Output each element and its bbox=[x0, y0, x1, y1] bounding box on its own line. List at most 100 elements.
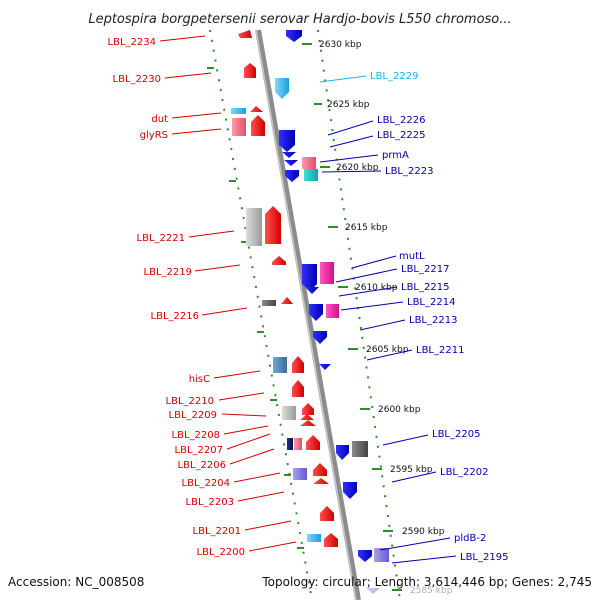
gene-forward[interactable] bbox=[292, 380, 304, 397]
gene-label[interactable]: mutL bbox=[399, 251, 425, 262]
gene-label[interactable]: LBL_2202 bbox=[440, 467, 488, 478]
gene-label[interactable]: LBL_2229 bbox=[370, 71, 418, 82]
gene-label[interactable]: LBL_2230 bbox=[113, 74, 161, 85]
gene-forward[interactable] bbox=[300, 414, 314, 420]
gene-label[interactable]: glyRS bbox=[140, 130, 168, 141]
tick-2620: 2620 kbp bbox=[320, 163, 379, 173]
gene-label[interactable]: LBL_2204 bbox=[182, 478, 230, 489]
gene-label[interactable]: LBL_2208 bbox=[172, 430, 220, 441]
gene-label[interactable]: LBL_2206 bbox=[178, 460, 226, 471]
gene-forward[interactable] bbox=[281, 297, 293, 304]
gene-forward[interactable] bbox=[272, 256, 286, 265]
gene-forward[interactable] bbox=[238, 30, 252, 38]
gene-forward[interactable] bbox=[246, 208, 262, 246]
gene-label[interactable]: LBL_2201 bbox=[193, 526, 241, 537]
gene-reverse[interactable] bbox=[352, 441, 368, 457]
gene-forward[interactable] bbox=[300, 420, 316, 426]
gene-reverse[interactable] bbox=[304, 169, 318, 181]
tick-2585: 2585 kbp bbox=[392, 586, 453, 596]
accession-text: Accession: NC_008508 bbox=[8, 575, 144, 589]
map-title: Leptospira borgpetersenii serovar Hardjo… bbox=[88, 12, 511, 27]
gene-forward[interactable] bbox=[231, 108, 246, 114]
gene-reverse[interactable] bbox=[366, 588, 380, 594]
gene-label[interactable]: pldB-2 bbox=[454, 533, 486, 544]
gene-label[interactable]: LBL_2203 bbox=[186, 497, 234, 508]
gene-label[interactable]: LBL_2215 bbox=[401, 282, 449, 293]
gene-label[interactable]: LBL_2225 bbox=[377, 130, 425, 141]
gene-reverse[interactable] bbox=[305, 287, 319, 294]
gene-reverse[interactable] bbox=[286, 30, 302, 42]
gene-forward[interactable] bbox=[262, 300, 276, 306]
forward-genes bbox=[231, 30, 338, 547]
gene-forward[interactable] bbox=[320, 506, 334, 521]
gene-label[interactable]: LBL_2213 bbox=[409, 315, 457, 326]
gene-reverse[interactable] bbox=[302, 264, 317, 291]
gene-forward[interactable] bbox=[302, 403, 314, 415]
gene-forward[interactable] bbox=[273, 357, 287, 373]
tick-2595: 2595 kbp bbox=[372, 465, 433, 475]
gene-forward[interactable] bbox=[282, 406, 296, 420]
gene-reverse[interactable] bbox=[302, 157, 316, 169]
gene-reverse[interactable] bbox=[309, 304, 323, 321]
tick-2605: 2605 kbp bbox=[348, 345, 409, 355]
tick-label: 2595 kbp bbox=[390, 465, 433, 475]
gene-reverse[interactable] bbox=[319, 364, 331, 370]
gene-reverse[interactable] bbox=[358, 550, 372, 562]
gene-forward[interactable] bbox=[306, 435, 320, 450]
gene-reverse[interactable] bbox=[282, 152, 296, 158]
gene-reverse[interactable] bbox=[313, 331, 327, 344]
gene-reverse[interactable] bbox=[275, 78, 289, 99]
tick-2600: 2600 kbp bbox=[360, 405, 421, 415]
gene-reverse[interactable] bbox=[374, 548, 389, 562]
gene-label[interactable]: LBL_2219 bbox=[144, 267, 192, 278]
gene-label[interactable]: LBL_2221 bbox=[137, 233, 185, 244]
gene-label[interactable]: LBL_2234 bbox=[108, 37, 156, 48]
gene-label[interactable]: LBL_2205 bbox=[432, 429, 480, 440]
ruler-inner-ticks bbox=[207, 67, 304, 549]
gene-reverse[interactable] bbox=[279, 130, 295, 152]
gene-label[interactable]: hisC bbox=[189, 374, 210, 385]
gene-reverse[interactable] bbox=[284, 160, 298, 166]
gene-forward[interactable] bbox=[313, 463, 327, 476]
gene-reverse[interactable] bbox=[285, 170, 299, 182]
gene-label[interactable]: LBL_2223 bbox=[385, 166, 433, 177]
tick-2630: 2630 kbp bbox=[302, 40, 362, 50]
gene-label[interactable]: LBL_2195 bbox=[460, 552, 508, 563]
reverse-genes bbox=[275, 30, 389, 594]
gene-label[interactable]: LBL_2207 bbox=[175, 445, 223, 456]
gene-label[interactable]: dut bbox=[151, 114, 168, 125]
gene-label[interactable]: LBL_2216 bbox=[151, 311, 199, 322]
tick-label: 2630 kbp bbox=[319, 40, 362, 50]
gene-forward[interactable] bbox=[292, 356, 304, 373]
gene-forward[interactable] bbox=[251, 115, 265, 136]
gene-forward[interactable] bbox=[307, 534, 321, 542]
gene-forward[interactable] bbox=[287, 438, 293, 450]
tick-label: 2620 kbp bbox=[336, 163, 379, 173]
gene-label[interactable]: LBL_2217 bbox=[401, 264, 449, 275]
tick-label: 2590 kbp bbox=[402, 527, 445, 537]
gene-forward[interactable] bbox=[324, 533, 338, 547]
tick-2590: 2590 kbp bbox=[383, 527, 445, 537]
gene-reverse[interactable] bbox=[320, 262, 334, 284]
gene-label[interactable]: LBL_2211 bbox=[416, 345, 464, 356]
gene-forward[interactable] bbox=[232, 118, 246, 136]
gene-reverse[interactable] bbox=[343, 482, 357, 499]
gene-forward[interactable] bbox=[265, 206, 281, 244]
gene-label[interactable]: LBL_2226 bbox=[377, 115, 425, 126]
gene-forward[interactable] bbox=[250, 106, 263, 112]
tick-label: 2610 kbp bbox=[355, 283, 398, 293]
gene-label[interactable]: LBL_2200 bbox=[197, 547, 245, 558]
gene-label[interactable]: LBL_2214 bbox=[407, 297, 455, 308]
gene-forward[interactable] bbox=[294, 438, 302, 450]
gene-forward[interactable] bbox=[293, 468, 307, 480]
gene-label[interactable]: prmA bbox=[382, 150, 409, 161]
gene-label[interactable]: LBL_2210 bbox=[166, 396, 214, 407]
gene-label[interactable]: LBL_2209 bbox=[169, 410, 217, 421]
gene-reverse[interactable] bbox=[326, 304, 339, 318]
tick-label: 2600 kbp bbox=[378, 405, 421, 415]
gene-forward[interactable] bbox=[244, 63, 256, 78]
gene-reverse[interactable] bbox=[336, 445, 349, 460]
chromosome-backbone bbox=[255, 29, 361, 600]
gene-forward[interactable] bbox=[313, 478, 329, 484]
tick-2610: 2610 kbp bbox=[338, 283, 398, 293]
